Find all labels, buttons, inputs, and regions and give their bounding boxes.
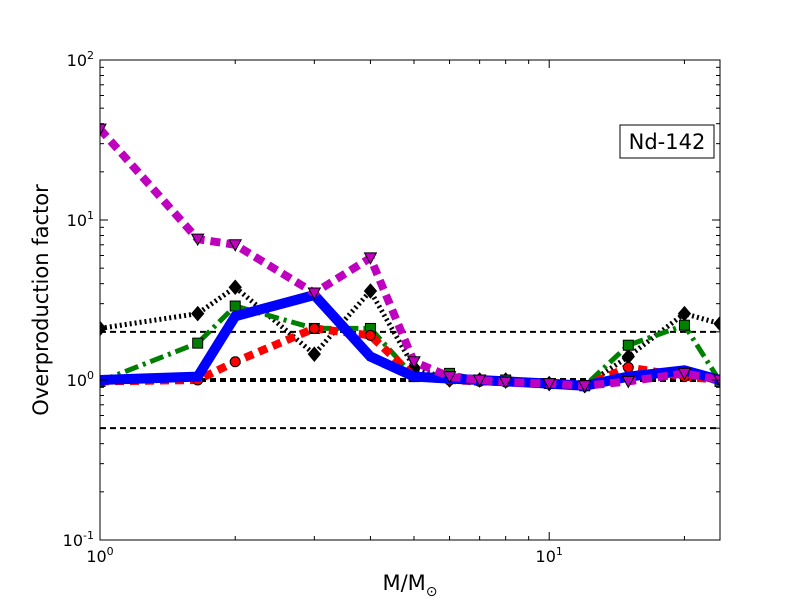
series-2-marker — [364, 329, 376, 341]
series-4-marker — [228, 239, 243, 252]
x-axis-label: M/M⊙ — [382, 571, 437, 600]
series-1-marker — [678, 319, 690, 331]
x-tick-label: 101 — [536, 545, 563, 566]
series-4-marker — [577, 380, 592, 393]
axis-ticks — [99, 59, 720, 541]
y-tick-label: 10-1 — [63, 529, 94, 550]
series-4-marker — [621, 375, 636, 389]
series-1-marker — [622, 339, 634, 351]
series-4-marker — [472, 374, 487, 388]
series-4-marker — [542, 378, 557, 391]
annotation-text: Nd-142 — [629, 130, 706, 154]
annotation-frame — [619, 124, 715, 159]
series-line-3 — [100, 289, 720, 391]
series-4-marker — [190, 233, 205, 247]
series-0-marker — [191, 305, 205, 322]
series-4-marker — [442, 371, 457, 384]
series-1-marker — [229, 300, 241, 312]
y-axis-label: Overproduction factor — [29, 184, 53, 416]
x-axis-label-sub: ⊙ — [426, 584, 438, 600]
series-2-marker — [622, 361, 634, 373]
series-4-marker — [407, 356, 421, 369]
series-4-marker — [498, 376, 513, 390]
annotation-box: Nd-142 — [619, 124, 715, 159]
series-4-marker — [100, 123, 107, 137]
series-line-0 — [100, 284, 720, 389]
series-0-marker — [363, 283, 378, 299]
series-0-marker — [228, 279, 242, 296]
x-tick-label: 100 — [86, 545, 113, 566]
series-4-marker — [307, 287, 322, 300]
y-tick-label: 100 — [67, 369, 94, 390]
series-0-marker — [713, 315, 720, 332]
y-tick-label: 102 — [67, 49, 94, 70]
series-2-marker — [229, 356, 241, 368]
series-2-marker — [308, 322, 320, 334]
series-layer — [100, 123, 720, 394]
series-1-marker — [192, 337, 204, 349]
series-4-marker — [677, 367, 692, 381]
x-axis-label-main: M/M — [382, 571, 425, 595]
series-line-4 — [100, 126, 720, 390]
series-4-marker — [363, 252, 378, 265]
plot-background — [100, 60, 720, 540]
plot-frame — [99, 59, 721, 541]
series-0-marker — [307, 346, 321, 362]
y-tick-label: 101 — [67, 209, 94, 230]
